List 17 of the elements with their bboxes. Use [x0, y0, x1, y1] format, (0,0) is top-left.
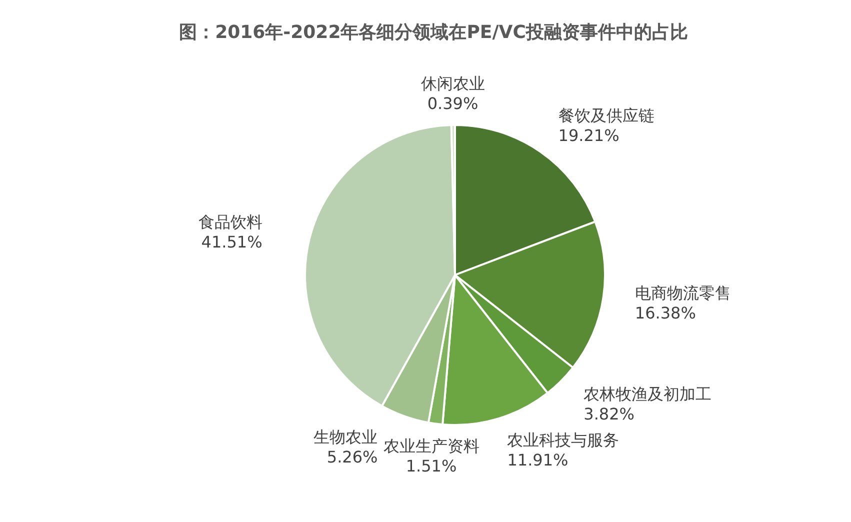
data-label: 19.21%: [558, 126, 620, 146]
slice-label: 农业科技与服务: [507, 430, 620, 450]
slice-label: 生物农业: [314, 427, 378, 446]
data-label: 1.51%: [406, 456, 457, 476]
slice-label: 餐饮及供应链: [558, 106, 654, 126]
data-label: 5.26%: [326, 447, 378, 466]
data-label: 0.39%: [427, 94, 478, 114]
data-label: 3.82%: [584, 404, 634, 424]
slice-label: 电商物流零售: [634, 283, 731, 302]
slice-label: 农业生产资料: [383, 436, 480, 456]
slice-label: 农林牧渔及初加工: [584, 384, 712, 404]
data-label: 11.91%: [507, 450, 568, 470]
slice-label: 食品饮料: [198, 212, 262, 232]
chart-title: 图：2016年-2022年各细分领域在PE/VC投融资事件中的占比: [178, 21, 689, 45]
data-label: 16.38%: [634, 303, 696, 322]
slice-label: 休闲农业: [420, 74, 485, 94]
data-label: 41.51%: [201, 232, 262, 252]
